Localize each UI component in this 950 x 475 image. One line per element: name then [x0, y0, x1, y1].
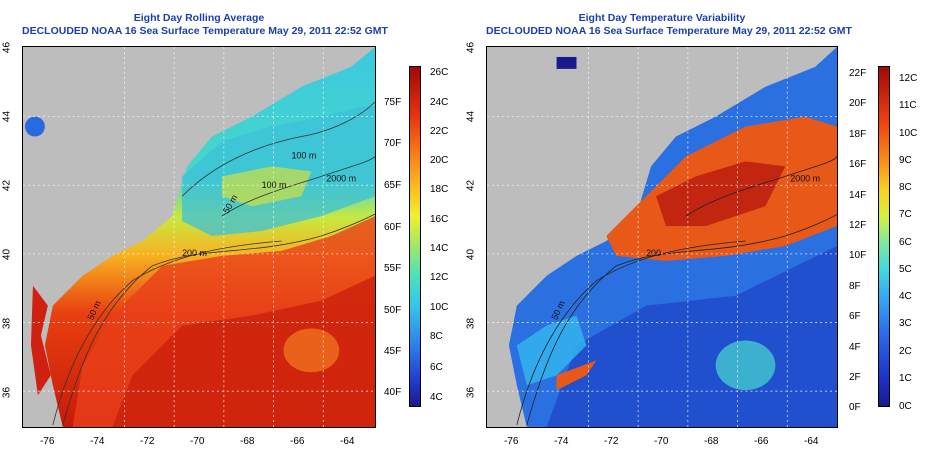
right-colorbar [878, 66, 890, 407]
left-cbar-c-11: 4C [430, 392, 443, 403]
left-lat-tick-38: 38 [1, 317, 13, 330]
left-lon-tick-76: -76 [40, 436, 55, 447]
left-cbar-f-4: 55F [384, 263, 402, 274]
right-lon-tick-76: -76 [504, 436, 519, 447]
left-lat-tick-36: 36 [1, 386, 13, 399]
left-cbar-f-7: 40F [384, 387, 402, 398]
right-lon-tick-68: -68 [704, 436, 719, 447]
right-cbar-f-9: 4F [849, 342, 861, 353]
right-lat-tick-42: 42 [465, 179, 477, 192]
left-cbar-c-0: 26C [430, 67, 449, 78]
left-map-title: Eight Day Rolling Average [133, 12, 265, 24]
right-map-subtitle: DECLOUDED NOAA 16 Sea Surface Temperatur… [486, 25, 852, 37]
right-lat-tick-46: 46 [465, 41, 477, 54]
right-cbar-c-11: 1C [899, 373, 912, 384]
right-cbar-c-4: 8C [899, 182, 912, 193]
left-cbar-c-9: 8C [430, 331, 443, 342]
right-cbar-c-10: 2C [899, 346, 912, 357]
left-cbar-f-3: 60F [384, 222, 402, 233]
right-cbar-f-1: 20F [849, 98, 867, 109]
right-cbar-f-0: 22F [849, 68, 867, 79]
left-cbar-c-1: 24C [430, 97, 449, 108]
left-colorbar [409, 66, 421, 407]
left-map-subtitle: DECLOUDED NOAA 16 Sea Surface Temperatur… [22, 25, 388, 37]
right-cbar-c-2: 10C [899, 128, 918, 139]
right-cbar-c-6: 6C [899, 237, 912, 248]
left-lon-tick-64: -64 [340, 436, 355, 447]
left-cbar-c-5: 16C [430, 214, 449, 225]
right-cbar-f-4: 14F [849, 190, 867, 201]
right-cbar-f-10: 2F [849, 372, 861, 383]
left-contour-label-1: 100 m [291, 150, 316, 160]
right-cbar-c-3: 9C [899, 155, 912, 166]
left-lat-tick-42: 42 [1, 179, 13, 192]
right-lon-tick-66: -66 [754, 436, 769, 447]
left-lat-tick-44: 44 [1, 110, 13, 123]
right-lat-tick-44: 44 [465, 110, 477, 123]
right-cbar-c-8: 4C [899, 291, 912, 302]
right-lon-tick-64: -64 [804, 436, 819, 447]
right-cbar-c-5: 7C [899, 209, 912, 220]
left-lon-tick-74: -74 [90, 436, 105, 447]
right-contour-label-1: 2000 m [790, 173, 820, 183]
right-lat-tick-36: 36 [465, 386, 477, 399]
right-cbar-f-2: 18F [849, 129, 867, 140]
right-map-title: Eight Day Temperature Variability [578, 12, 746, 24]
right-lon-tick-70: -70 [654, 436, 669, 447]
left-cbar-c-6: 14C [430, 243, 449, 254]
right-cbar-c-1: 11C [899, 100, 917, 111]
left-lon-tick-70: -70 [190, 436, 205, 447]
right-lat-tick-38: 38 [465, 317, 477, 330]
left-cbar-c-7: 12C [430, 272, 449, 283]
right-lon-tick-72: -72 [604, 436, 619, 447]
right-cbar-f-11: 0F [849, 402, 861, 413]
right-cbar-c-0: 12C [899, 73, 918, 84]
right-cbar-f-7: 8F [849, 281, 861, 292]
left-cbar-f-1: 70F [384, 138, 402, 149]
left-cbar-f-6: 45F [384, 346, 402, 357]
right-variability-map: 2000 m 200 50 m [486, 46, 838, 428]
left-cbar-c-2: 22C [430, 126, 449, 137]
left-cbar-c-10: 6C [430, 362, 443, 373]
right-lon-tick-74: -74 [554, 436, 569, 447]
right-contour-label-2: 200 [646, 248, 661, 258]
left-cbar-c-8: 10C [430, 302, 449, 313]
right-cbar-f-5: 12F [849, 220, 867, 231]
right-lat-tick-40: 40 [465, 248, 477, 261]
left-cbar-f-5: 50F [384, 305, 402, 316]
left-lon-tick-72: -72 [140, 436, 155, 447]
left-map-image: 100 m 100 m 50 m 2000 m 200 m 50 m [23, 47, 375, 427]
right-cbar-f-8: 6F [849, 311, 861, 322]
right-cbar-c-7: 5C [899, 264, 912, 275]
left-lat-tick-46: 46 [1, 41, 13, 54]
left-cbar-f-2: 65F [384, 180, 402, 191]
left-contour-label-4: 2000 m [326, 173, 356, 183]
left-sst-map: 100 m 100 m 50 m 2000 m 200 m 50 m [22, 46, 376, 428]
left-lon-tick-68: -68 [240, 436, 255, 447]
left-contour-label-2: 100 m [262, 180, 287, 190]
left-lat-tick-40: 40 [1, 248, 13, 261]
left-contour-label-5: 200 m [182, 248, 207, 258]
left-lon-tick-66: -66 [290, 436, 305, 447]
right-cbar-f-3: 16F [849, 159, 867, 170]
left-cbar-c-4: 18C [430, 184, 449, 195]
right-cbar-f-6: 10F [849, 250, 867, 261]
left-cbar-c-3: 20C [430, 155, 449, 166]
right-map-image: 2000 m 200 50 m [487, 47, 837, 427]
left-cbar-f-0: 75F [384, 97, 402, 108]
right-cbar-c-9: 3C [899, 318, 912, 329]
right-cbar-c-12: 0C [899, 401, 912, 412]
